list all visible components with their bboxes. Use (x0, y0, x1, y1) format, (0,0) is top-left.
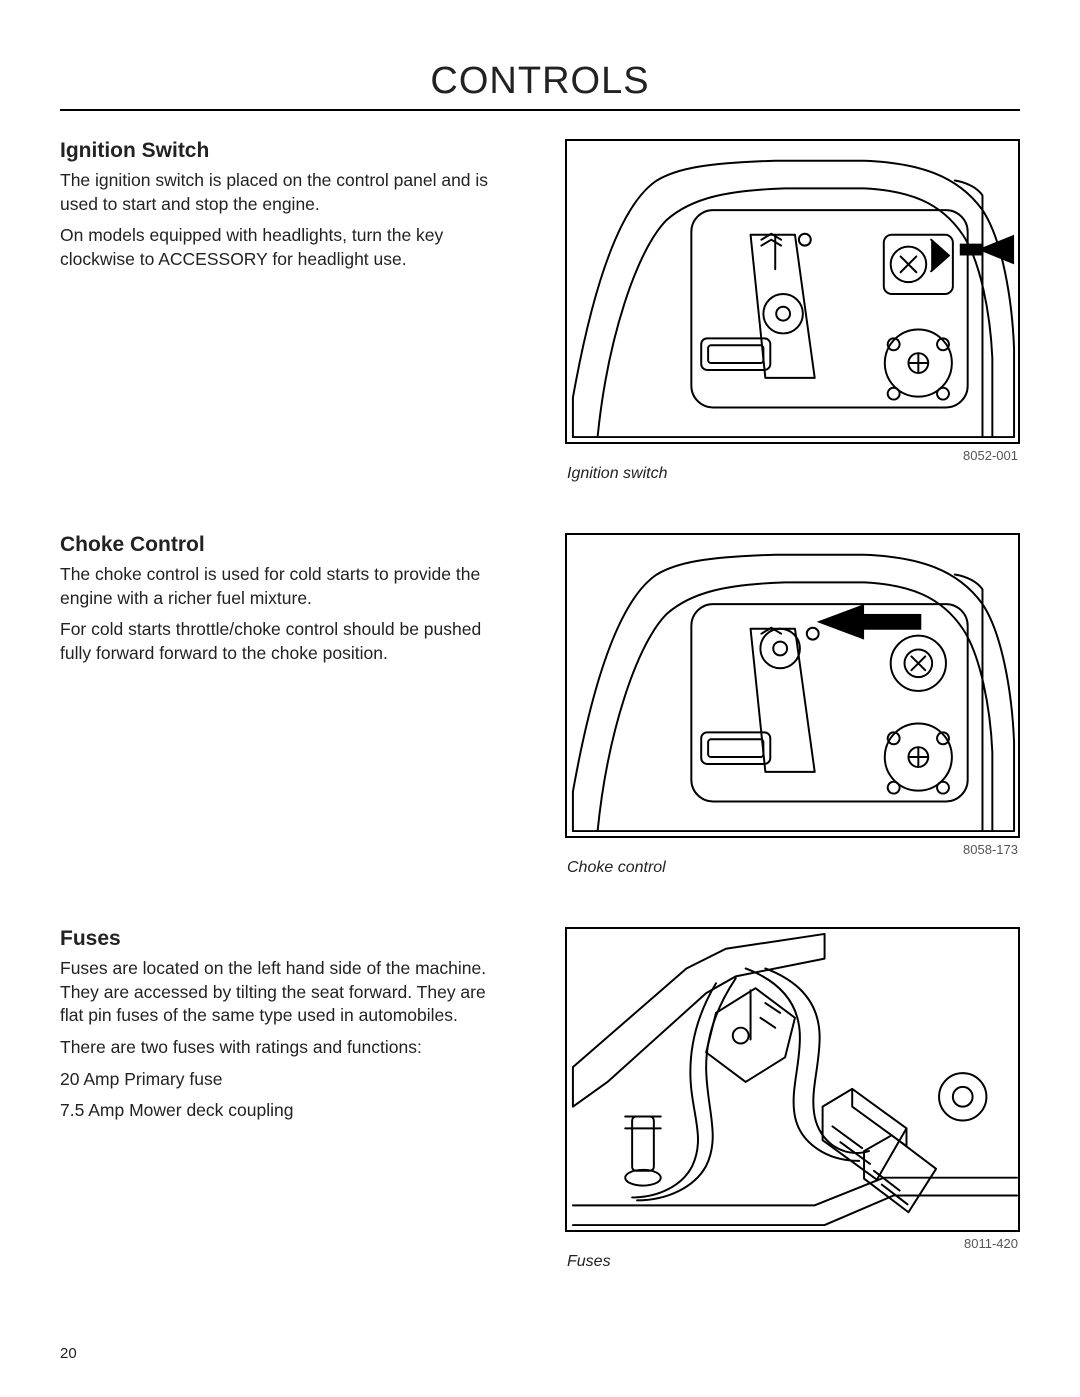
fuses-p2: There are two fuses with ratings and fun… (60, 1036, 500, 1060)
fuses-p1: Fuses are located on the left hand side … (60, 957, 500, 1028)
figure-ignition-caption: Ignition switch (567, 465, 1020, 483)
arrow-icon (817, 604, 922, 640)
section-ignition: Ignition Switch The ignition switch is p… (60, 139, 1020, 483)
choke-p1: The choke control is used for cold start… (60, 563, 500, 610)
title-rule (60, 109, 1020, 111)
figure-fuses (565, 927, 1020, 1232)
figure-choke-ref: 8058-173 (565, 842, 1018, 857)
figure-choke (565, 533, 1020, 838)
page-number: 20 (60, 1345, 77, 1362)
heading-fuses: Fuses (60, 927, 500, 951)
choke-p2: For cold starts throttle/choke control s… (60, 618, 500, 665)
page-title: CONTROLS (60, 60, 1020, 103)
figure-ignition (565, 139, 1020, 444)
figure-ignition-ref: 8052-001 (565, 448, 1018, 463)
section-choke: Choke Control The choke control is used … (60, 533, 1020, 877)
figure-fuses-ref: 8011-420 (565, 1236, 1018, 1251)
fuses-p3: 20 Amp Primary fuse (60, 1068, 500, 1092)
section-fuses: Fuses Fuses are located on the left hand… (60, 927, 1020, 1271)
figure-choke-caption: Choke control (567, 859, 1020, 877)
ignition-p1: The ignition switch is placed on the con… (60, 169, 500, 216)
figure-fuses-caption: Fuses (567, 1253, 1020, 1271)
heading-ignition: Ignition Switch (60, 139, 500, 163)
heading-choke: Choke Control (60, 533, 500, 557)
fuses-p4: 7.5 Amp Mower deck coupling (60, 1099, 500, 1123)
ignition-p2: On models equipped with headlights, turn… (60, 224, 500, 271)
